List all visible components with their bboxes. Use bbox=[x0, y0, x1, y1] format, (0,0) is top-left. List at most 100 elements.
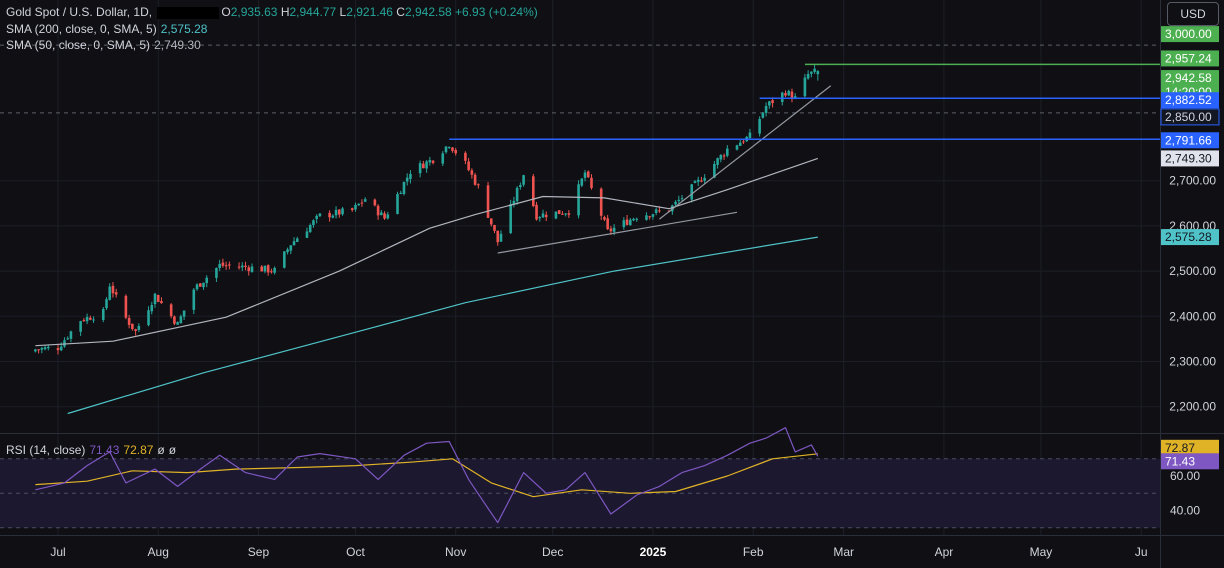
candle-body bbox=[599, 188, 603, 216]
price-badge-bg bbox=[1161, 70, 1219, 87]
candle-body bbox=[713, 163, 716, 178]
price-tick-label: 2,500.00 bbox=[1169, 264, 1216, 278]
candle-body bbox=[580, 178, 584, 186]
price-badge: 2,942.58 bbox=[1161, 70, 1219, 87]
candle-body bbox=[554, 211, 558, 219]
sma200-legend: SMA (200, close, 0, SMA, 5) 2,575.28 bbox=[6, 22, 207, 37]
candle-body bbox=[583, 172, 587, 178]
time-tick-label: Dec bbox=[542, 545, 563, 559]
candle-body bbox=[37, 349, 40, 351]
candle-body bbox=[787, 90, 791, 96]
candle-body bbox=[250, 266, 254, 273]
change-value: +6.93 (+0.24%) bbox=[455, 5, 538, 19]
time-tick-label: 2025 bbox=[640, 545, 667, 559]
candle-body bbox=[338, 209, 341, 215]
time-tick-label: Nov bbox=[445, 545, 466, 559]
candle-body bbox=[431, 160, 435, 163]
candle-body bbox=[674, 201, 677, 205]
candle-body bbox=[85, 317, 89, 322]
rsi-badge-text: 71.43 bbox=[1165, 454, 1195, 468]
candle-body bbox=[658, 210, 661, 212]
candle-body bbox=[357, 203, 360, 206]
candle-body bbox=[308, 224, 312, 233]
candle-body bbox=[341, 208, 344, 215]
candle-body bbox=[354, 204, 357, 210]
candle-body bbox=[622, 220, 626, 228]
candle-body bbox=[402, 181, 406, 194]
candle-body bbox=[722, 155, 726, 157]
candle-body bbox=[202, 282, 205, 288]
candle-body bbox=[454, 149, 457, 154]
rsi-extra-1: ø bbox=[157, 443, 165, 457]
candle-body bbox=[69, 331, 73, 339]
candle-body bbox=[586, 171, 590, 178]
rsi-label: RSI (14, close) bbox=[6, 443, 86, 457]
candle-body bbox=[738, 142, 742, 146]
sma200-label: SMA (200, close, 0, SMA, 5) bbox=[6, 22, 157, 36]
candle-body bbox=[376, 205, 380, 216]
symbol-title: Gold Spot / U.S. Dollar, 1D, bbox=[6, 5, 153, 19]
price-tick-label: 2,700.00 bbox=[1169, 174, 1216, 188]
candle-body bbox=[748, 132, 752, 139]
low-value: 2,921.46 bbox=[346, 5, 393, 19]
candle-body bbox=[56, 348, 60, 351]
candle-body bbox=[101, 308, 105, 320]
candle-body bbox=[816, 71, 820, 75]
candle-body bbox=[567, 213, 571, 215]
candle-body bbox=[538, 217, 542, 219]
candle-body bbox=[221, 262, 225, 266]
candle-body bbox=[260, 266, 263, 272]
price-badge-text: 2,882.52 bbox=[1165, 93, 1212, 107]
price-tick-label: 2,400.00 bbox=[1169, 309, 1216, 323]
sma200-line bbox=[67, 236, 818, 415]
close-value: 2,942.58 bbox=[404, 5, 452, 19]
candle-body bbox=[205, 277, 209, 284]
rsi-badge-bg bbox=[1161, 453, 1219, 470]
candle-body bbox=[350, 208, 354, 211]
candle-body bbox=[147, 310, 150, 326]
candle-body bbox=[89, 317, 92, 320]
price-badge: 2,850.00 bbox=[1160, 108, 1220, 126]
price-badge: 2,882.52 bbox=[1161, 92, 1219, 109]
candle-body bbox=[318, 213, 322, 217]
rsi-legend: RSI (14, close) 71.43 72.87 ø ø bbox=[6, 443, 176, 458]
candle-body bbox=[386, 214, 390, 219]
candle-body bbox=[43, 347, 47, 350]
price-badge-bg bbox=[1161, 229, 1219, 246]
candle-body bbox=[735, 145, 739, 150]
candle-body bbox=[47, 346, 50, 349]
candle-body bbox=[499, 233, 503, 242]
candle-body bbox=[444, 146, 448, 153]
price-badge-bg bbox=[1161, 50, 1219, 67]
price-badge: 2,791.66 bbox=[1161, 132, 1219, 149]
price-badge-bg bbox=[1161, 92, 1219, 109]
rsi-line bbox=[35, 427, 819, 524]
candle-body bbox=[784, 93, 787, 96]
candle-body bbox=[173, 316, 176, 324]
candle-body bbox=[92, 319, 95, 321]
open-value: 2,935.63 bbox=[230, 5, 278, 19]
candle-body bbox=[63, 340, 66, 347]
candle-body bbox=[292, 241, 296, 246]
candle-body bbox=[541, 213, 545, 218]
candle-body bbox=[396, 194, 399, 214]
price-badge-bg bbox=[1161, 150, 1219, 167]
candle-body bbox=[198, 283, 202, 287]
rsi-value: 71.43 bbox=[89, 443, 120, 457]
currency-button[interactable]: USD bbox=[1167, 2, 1219, 26]
candle-body bbox=[373, 199, 377, 206]
candle-body bbox=[441, 153, 445, 164]
price-badge-text: 2,850.00 bbox=[1165, 110, 1212, 124]
candle-body bbox=[693, 181, 697, 183]
candle-body bbox=[806, 73, 810, 79]
candle-body bbox=[803, 77, 807, 97]
candle-body bbox=[399, 192, 403, 195]
candle-body bbox=[192, 289, 196, 310]
low-label: L bbox=[339, 5, 347, 19]
sma50-value: 2,749.30 bbox=[154, 38, 201, 52]
candle-body bbox=[182, 310, 186, 317]
candle-body bbox=[134, 329, 137, 331]
candle-body bbox=[467, 161, 470, 171]
candle-body bbox=[632, 218, 635, 221]
